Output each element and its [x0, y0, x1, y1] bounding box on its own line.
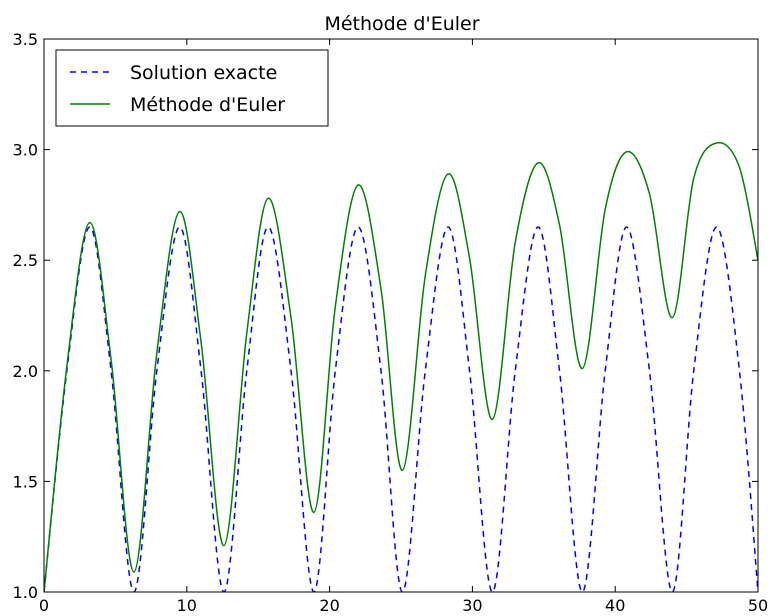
- chart-title: Méthode d'Euler: [324, 13, 479, 35]
- y-tick-label: 3.5: [13, 30, 38, 49]
- y-axis: 1.0 1.5 2.0 2.5 3.0 3.5: [13, 30, 758, 602]
- legend-label-exact: Solution exacte: [130, 62, 277, 84]
- x-tick-label: 0: [39, 596, 49, 615]
- plot-frame: [43, 38, 759, 593]
- x-tick-label: 10: [177, 596, 197, 615]
- series-exact-line: [44, 226, 758, 592]
- x-tick-label: 50: [748, 596, 768, 615]
- plot-content: [44, 141, 758, 592]
- y-tick-label: 1.5: [13, 472, 38, 491]
- x-tick-label: 20: [319, 596, 339, 615]
- y-tick-label: 2.0: [13, 362, 38, 381]
- series-euler-line: [44, 141, 758, 592]
- y-tick-label: 3.0: [13, 141, 38, 160]
- legend-label-euler: Méthode d'Euler: [130, 94, 285, 116]
- x-tick-label: 30: [462, 596, 482, 615]
- x-axis: 0 10 20 30 40 50: [39, 39, 768, 615]
- x-tick-label: 40: [605, 596, 625, 615]
- legend-box: [55, 49, 329, 127]
- y-tick-label: 1.0: [13, 583, 38, 602]
- legend: Solution exacte Méthode d'Euler: [55, 49, 329, 127]
- y-tick-label: 2.5: [13, 251, 38, 270]
